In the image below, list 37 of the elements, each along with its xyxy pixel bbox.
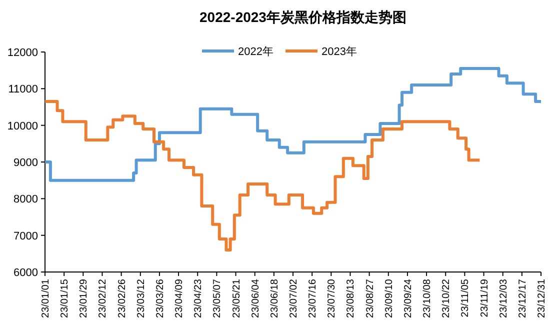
x-tick-label: 23/07/02 — [288, 278, 300, 318]
x-tick-label: 23/01/15 — [60, 278, 71, 318]
x-tick-label: 23/04/09 — [174, 278, 186, 318]
legend-label: 2022年 — [238, 46, 274, 58]
y-tick-label: 7000 — [14, 230, 38, 242]
y-tick-label: 8000 — [14, 194, 38, 206]
x-tick-label: 23/04/23 — [193, 278, 204, 318]
x-tick-label: 23/12/31 — [536, 278, 548, 318]
y-tick-label: 11000 — [8, 84, 38, 96]
x-tick-label: 23/01/29 — [78, 278, 90, 318]
x-tick-label: 23/03/12 — [136, 278, 147, 318]
x-tick-label: 23/06/18 — [269, 278, 280, 318]
y-tick-label: 12000 — [7, 47, 38, 59]
x-tick-label: 23/07/16 — [308, 278, 319, 318]
x-tick-label: 23/10/08 — [422, 278, 434, 318]
chart-title: 2022-2023年炭黑价格指数走势图 — [200, 9, 406, 25]
y-tick-label: 9000 — [14, 157, 38, 169]
y-tick-label: 6000 — [14, 267, 38, 279]
x-tick-label: 23/02/12 — [98, 278, 109, 318]
x-tick-label: 23/08/13 — [346, 278, 357, 318]
x-tick-label: 23/08/27 — [364, 278, 376, 318]
legend-label: 2023年 — [321, 46, 357, 58]
x-tick-label: 23/02/26 — [116, 278, 128, 318]
x-tick-label: 23/09/10 — [384, 278, 395, 318]
x-tick-label: 23/11/05 — [460, 278, 472, 318]
x-tick-label: 23/05/21 — [231, 278, 242, 318]
x-tick-label: 23/05/07 — [212, 278, 224, 318]
x-tick-label: 23/06/04 — [250, 278, 262, 318]
x-tick-label: 23/09/24 — [402, 278, 414, 318]
x-tick-label: 23/10/22 — [441, 278, 452, 318]
x-tick-label: 23/11/19 — [479, 278, 490, 318]
x-tick-label: 23/03/26 — [154, 278, 166, 318]
x-tick-label: 23/12/17 — [517, 278, 528, 318]
x-tick-label: 23/01/01 — [40, 278, 52, 318]
y-tick-label: 10000 — [7, 120, 38, 132]
x-tick-label: 23/07/30 — [326, 278, 338, 318]
x-tick-label: 23/12/03 — [498, 278, 510, 318]
